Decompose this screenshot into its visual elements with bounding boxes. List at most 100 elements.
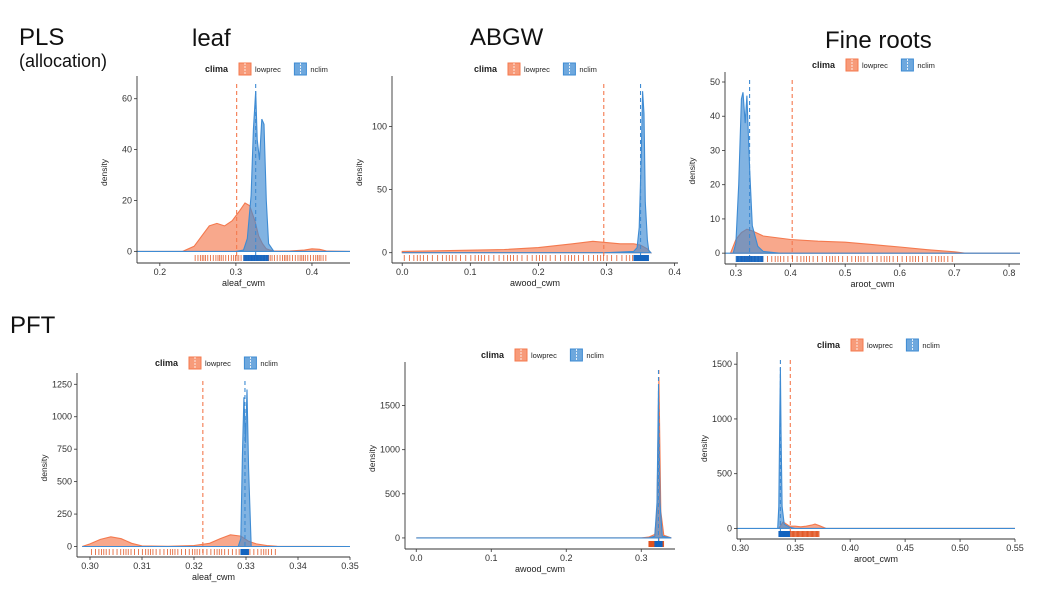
x-tick-label: 0.1 [485,553,498,563]
legend-label-lowprec: lowprec [255,65,281,74]
rug [648,541,665,547]
rug [194,255,327,261]
chart-pls-leaf: clima lowprec nclim 0.2 0.3 0.4 0 20 40 60 aleaf_c… [99,62,351,288]
density-area-lowprec [416,377,672,539]
x-tick-label: 0.4 [306,267,319,277]
chart-pft-abgw: clima lowprec nclim 0.0 0.1 0.2 0.3 0 500 1000 150… [367,348,675,574]
density-area-lowprec [729,228,1020,254]
x-tick-label: 0.30 [81,561,99,571]
density-area-lowprec [777,521,1015,529]
legend-key-lowprec: lowprec [850,338,893,352]
y-tick-label: 0 [727,523,732,533]
y-tick-label: 30 [710,145,720,155]
legend-title: clima [481,350,505,360]
rug [91,549,276,555]
legend: clima lowprec nclim [812,58,935,72]
y-tick-label: 1000 [712,414,732,424]
rug [735,256,953,262]
legend-label-lowprec: lowprec [205,359,231,368]
x-tick-label: 0.4 [784,268,797,278]
pft-row-label: PFT [10,312,56,339]
x-tick-label: 0.35 [341,561,359,571]
abgw-column-title: ABGW [470,24,544,51]
x-tick-label: 0.4 [668,267,681,277]
legend-label-nclim: nclim [586,351,604,360]
density-area-nclim [725,92,1020,254]
x-tick-label: 0.1 [464,267,477,277]
legend-key-lowprec: lowprec [845,58,888,72]
legend-key-nclim: nclim [900,58,935,72]
legend-title: clima [205,64,229,74]
pls-row-label: PLS [19,24,65,51]
legend-key-lowprec: lowprec [507,62,550,76]
y-tick-label: 500 [57,477,72,487]
y-tick-label: 50 [377,185,387,195]
y-tick-label: 100 [372,121,387,131]
legend-label-nclim: nclim [922,341,940,350]
legend-label-nclim: nclim [579,65,597,74]
chart-pls-abgw: clima lowprec nclim 0.0 0.1 0.2 0.3 0.4 0 50 100 aw… [354,62,681,288]
legend: clima lowprec nclim [474,62,597,76]
legend-title: clima [812,60,836,70]
density-area-lowprec [82,534,351,548]
y-axis-label: density [354,158,364,186]
density-area-nclim [416,387,672,539]
leaf-column-title: leaf [192,25,231,52]
x-tick-label: 0.3 [230,267,243,277]
rug [403,255,650,261]
y-axis-label: density [367,444,377,472]
y-axis-label: density [699,434,709,462]
legend-key-nclim: nclim [905,338,940,352]
legend: clima lowprec nclim [155,356,278,370]
x-tick-label: 0.6 [894,268,907,278]
legend: clima lowprec nclim [817,338,940,352]
legend-key-lowprec: lowprec [188,356,231,370]
x-axis-label: aleaf_cwm [192,572,235,582]
x-tick-label: 0.34 [289,561,307,571]
x-tick-label: 0.50 [951,543,969,553]
legend-label-lowprec: lowprec [531,351,557,360]
y-tick-label: 20 [122,195,132,205]
density-area-lowprec [401,240,653,254]
x-tick-label: 0.30 [732,543,750,553]
y-tick-label: 0 [715,248,720,258]
legend-title: clima [474,64,498,74]
chart-pft-fine-roots: clima lowprec nclim 0.30 0.35 0.40 0.45 0.50 0.5… [699,338,1024,564]
legend: clima lowprec nclim [481,348,604,362]
legend-label-nclim: nclim [260,359,278,368]
x-tick-label: 0.0 [410,553,423,563]
y-tick-label: 60 [122,94,132,104]
legend-label-nclim: nclim [917,61,935,70]
x-tick-label: 0.3 [730,268,743,278]
x-tick-label: 0.40 [841,543,859,553]
x-tick-label: 0.31 [133,561,151,571]
y-tick-label: 1250 [52,379,72,389]
legend: clima lowprec nclim [205,62,328,76]
y-tick-label: 500 [385,489,400,499]
chart-pft-leaf: clima lowprec nclim 0.30 0.31 0.32 0.33 0.34 0.3… [39,356,359,582]
y-tick-label: 40 [710,111,720,121]
x-tick-label: 0.0 [396,267,409,277]
y-axis-label: density [39,454,49,482]
y-axis-label: density [99,158,109,186]
y-tick-label: 0 [382,248,387,258]
density-area-lowprec [137,202,351,252]
x-tick-label: 0.45 [896,543,914,553]
y-tick-label: 0 [395,533,400,543]
legend-title: clima [155,358,179,368]
y-tick-label: 750 [57,444,72,454]
x-tick-label: 0.3 [600,267,613,277]
legend-label-nclim: nclim [310,65,328,74]
y-axis-label: density [687,157,697,185]
y-tick-label: 50 [710,77,720,87]
x-tick-label: 0.8 [1003,268,1016,278]
x-axis-label: awood_cwm [515,564,565,574]
legend-key-nclim: nclim [293,62,328,76]
y-tick-label: 0 [127,246,132,256]
y-tick-label: 1500 [712,359,732,369]
x-tick-label: 0.5 [839,268,852,278]
chart-pls-fine-roots: clima lowprec nclim 0.3 0.4 0.5 0.6 0.7 0.8 0 10 20… [687,58,1020,289]
x-tick-label: 0.32 [185,561,203,571]
x-axis-label: aleaf_cwm [222,278,265,288]
x-tick-label: 0.2 [154,267,167,277]
